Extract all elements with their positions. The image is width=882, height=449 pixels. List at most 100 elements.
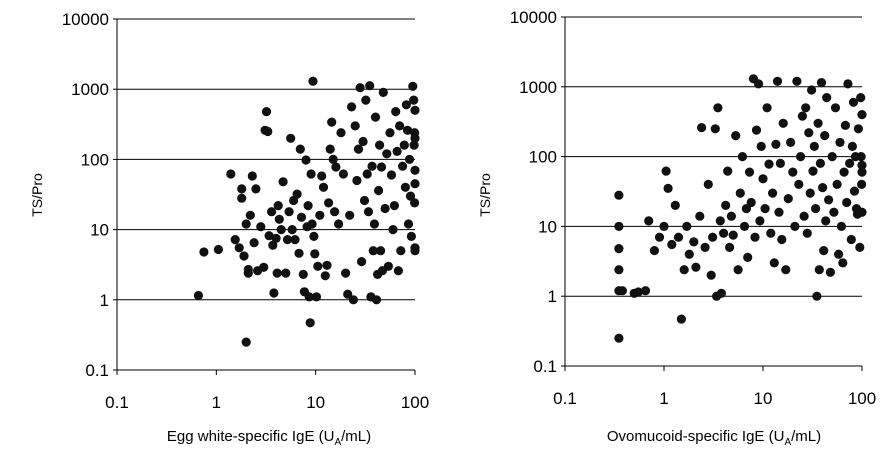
data-point (263, 126, 273, 137)
data-point (376, 246, 386, 256)
y-tick-label: 10 (538, 217, 557, 236)
data-point (640, 286, 651, 296)
data-point (410, 165, 420, 175)
data-point (676, 314, 687, 324)
data-point (303, 201, 313, 211)
data-point (799, 211, 809, 221)
data-point (309, 231, 319, 241)
data-point (403, 219, 414, 229)
data-point (325, 144, 335, 154)
data-point (401, 100, 411, 110)
y-tick-label: 1000 (519, 78, 557, 97)
data-point (614, 221, 624, 231)
data-point (393, 266, 403, 276)
data-point (273, 201, 283, 211)
data-point (706, 270, 716, 280)
data-point (378, 87, 388, 97)
data-point (703, 179, 713, 189)
horizontal-gridlines (565, 16, 862, 297)
data-point (268, 240, 278, 250)
data-point (783, 194, 793, 204)
data-point (715, 216, 725, 226)
data-point (410, 198, 420, 208)
data-point (838, 258, 848, 268)
data-point (857, 207, 867, 217)
data-point (241, 219, 251, 229)
axes (561, 16, 863, 371)
data-point (292, 189, 302, 199)
data-point (226, 169, 236, 179)
data-point (739, 221, 750, 231)
data-point (847, 141, 858, 151)
y-tick-label: 10000 (510, 8, 557, 27)
data-point (708, 232, 718, 242)
data-point (804, 128, 814, 138)
data-point (369, 219, 379, 229)
data-point (829, 207, 839, 217)
data-point (633, 287, 643, 297)
data-point (614, 265, 624, 275)
data-point (290, 235, 300, 245)
data-points (193, 76, 420, 347)
data-point (358, 136, 368, 147)
data-point (239, 251, 249, 261)
data-point (247, 171, 257, 181)
y-axis-label: TS/Pro (477, 173, 493, 217)
data-point (762, 103, 772, 113)
data-point (764, 159, 774, 169)
data-point (760, 204, 770, 214)
data-point (213, 244, 223, 255)
data-point (350, 121, 360, 131)
data-point (375, 140, 385, 150)
data-point (396, 246, 406, 256)
data-point (334, 219, 344, 229)
data-point (410, 128, 420, 138)
data-point (771, 139, 781, 149)
data-point (684, 249, 694, 259)
data-point (700, 242, 710, 252)
data-point (801, 103, 811, 113)
data-point (731, 131, 741, 141)
data-point (392, 146, 402, 156)
y-tick-labels: 0.1 1 10 100 1000 10000 (62, 10, 109, 380)
data-point (341, 268, 351, 278)
data-point (617, 286, 628, 296)
data-point (721, 200, 731, 210)
data-point (822, 93, 832, 103)
data-point (267, 207, 277, 217)
data-point (614, 244, 624, 254)
data-point (249, 238, 259, 248)
data-point (389, 201, 399, 211)
data-point (245, 210, 255, 220)
data-point (673, 232, 684, 242)
data-point (368, 246, 378, 256)
data-point (284, 207, 294, 217)
data-point (839, 167, 849, 177)
data-point (830, 103, 841, 113)
data-point (234, 243, 244, 253)
data-point (744, 167, 755, 177)
data-point (814, 265, 824, 275)
y-tick-label: 100 (81, 150, 109, 169)
y-tick-label: 100 (529, 148, 557, 167)
data-point (385, 128, 395, 138)
data-point (667, 239, 677, 250)
data-point (301, 155, 311, 165)
data-point (380, 203, 390, 214)
data-point (264, 231, 274, 241)
data-point (361, 95, 371, 105)
data-point (362, 169, 372, 179)
data-point (689, 237, 699, 247)
data-point (719, 228, 729, 238)
data-point (241, 337, 251, 347)
data-point (345, 210, 355, 220)
data-point (812, 291, 822, 301)
data-point (199, 247, 209, 257)
data-point (813, 118, 823, 128)
data-point (835, 137, 845, 147)
data-point (281, 268, 291, 278)
x-tick-labels: 0.1 1 10 100 (553, 389, 876, 408)
y-tick-label: 1 (100, 291, 109, 310)
data-point (327, 117, 337, 127)
data-point (836, 221, 847, 231)
